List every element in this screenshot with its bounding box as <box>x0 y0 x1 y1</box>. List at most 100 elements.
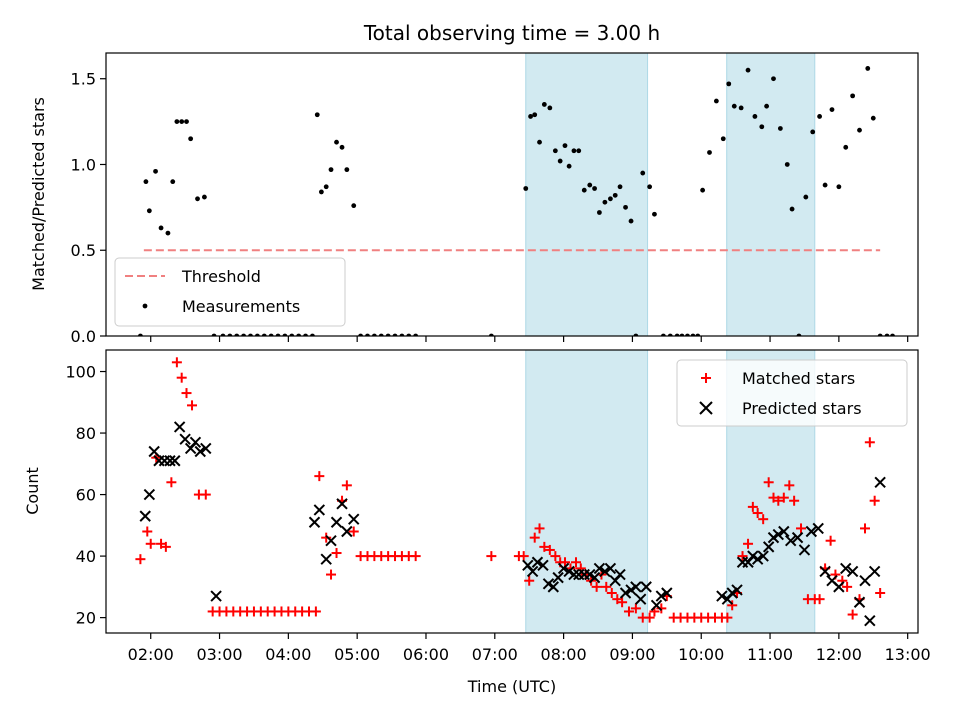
x-tick-label: 13:00 <box>885 645 931 664</box>
predicted-star-point <box>140 511 150 521</box>
shaded-interval <box>727 53 815 336</box>
measurement-point <box>597 210 602 215</box>
measurement-point <box>166 231 171 236</box>
y-tick-label: 60 <box>76 486 96 505</box>
matched-star-point <box>826 536 836 546</box>
measurement-point <box>315 112 320 117</box>
measurement-point <box>803 195 808 200</box>
chart: Total observing time = 3.00 h Time (UTC)… <box>0 0 960 720</box>
measurement-point <box>778 126 783 131</box>
x-tick-label: 10:00 <box>678 645 724 664</box>
measurement-point <box>147 208 152 213</box>
measurement-point <box>144 179 149 184</box>
matched-star-point <box>860 523 870 533</box>
measurement-point <box>592 186 597 191</box>
measurement-point <box>629 219 634 224</box>
measurement-point <box>170 179 175 184</box>
y-tick-label: 80 <box>76 424 96 443</box>
measurement-point <box>764 104 769 109</box>
x-axis-label: Time (UTC) <box>467 677 556 696</box>
measurement-point <box>732 104 737 109</box>
predicted-star-point <box>875 477 885 487</box>
predicted-star-point <box>321 554 331 564</box>
predicted-star-point <box>310 517 320 527</box>
matched-star-point <box>135 554 145 564</box>
x-tick-label: 09:00 <box>609 645 655 664</box>
measurement-point <box>153 169 158 174</box>
measurement-point <box>830 107 835 112</box>
measurement-point <box>553 148 558 153</box>
measurement-point <box>700 188 705 193</box>
y-tick-label: 40 <box>76 547 96 566</box>
predicted-star-point <box>870 566 880 576</box>
measurement-point <box>334 140 339 145</box>
measurement-point <box>329 167 334 172</box>
measurement-point <box>640 171 645 176</box>
measurement-point <box>647 184 652 189</box>
legend: Matched stars Predicted stars <box>677 360 907 426</box>
top-y-axis-label: Matched/Predicted stars <box>29 97 48 291</box>
measurement-point <box>523 186 528 191</box>
y-tick-label: 1.5 <box>71 70 96 89</box>
predicted-star-point <box>180 434 190 444</box>
matched-star-point <box>182 388 192 398</box>
predicted-star-point <box>332 517 342 527</box>
measurement-point <box>790 207 795 212</box>
predicted-star-point <box>860 576 870 586</box>
matched-star-point <box>187 400 197 410</box>
measurement-point <box>759 124 764 129</box>
legend-predicted-label: Predicted stars <box>742 399 862 418</box>
measurement-point <box>817 114 822 119</box>
matched-star-point <box>146 539 156 549</box>
x-tick-label: 05:00 <box>334 645 380 664</box>
measurement-point <box>753 114 758 119</box>
measurement-point <box>602 200 607 205</box>
measurement-point <box>351 203 356 208</box>
matched-star-point <box>177 373 187 383</box>
y-tick-label: 0.0 <box>71 327 96 346</box>
measurement-point <box>587 183 592 188</box>
matched-star-point <box>311 606 321 616</box>
measurement-point <box>836 184 841 189</box>
x-tick-label: 06:00 <box>403 645 449 664</box>
predicted-star-point <box>159 456 169 466</box>
legend: Threshold Measurements <box>115 258 345 326</box>
measurement-point <box>707 150 712 155</box>
measurement-point <box>184 119 189 124</box>
bottom-panel: 2040608010002:00 03:00 04:00 05:00 06:00 07:0… <box>65 350 930 664</box>
matched-star-point <box>870 496 880 506</box>
predicted-star-point <box>865 616 875 626</box>
x-tick-label: 12:00 <box>816 645 862 664</box>
measurement-point <box>195 196 200 201</box>
predicted-star-point <box>175 422 185 432</box>
predicted-star-point <box>314 505 324 515</box>
measurement-point <box>613 193 618 198</box>
measurement-point <box>871 116 876 121</box>
measurement-point <box>174 119 179 124</box>
matched-star-point <box>142 526 152 536</box>
measurement-point <box>542 102 547 107</box>
bottom-y-axis-label: Count <box>23 467 42 515</box>
measurement-point <box>618 184 623 189</box>
matched-star-point <box>326 570 336 580</box>
x-tick-label: 07:00 <box>472 645 518 664</box>
matched-star-point <box>875 588 885 598</box>
legend-matched-label: Matched stars <box>742 369 855 388</box>
measurement-point <box>823 183 828 188</box>
measurement-point <box>739 105 744 110</box>
measurement-point <box>771 76 776 81</box>
measurement-point <box>344 167 349 172</box>
y-tick-label: 0.5 <box>71 241 96 260</box>
matched-star-point <box>332 548 342 558</box>
x-tick-label: 08:00 <box>541 645 587 664</box>
measurement-point <box>532 112 537 117</box>
measurement-point <box>726 81 731 86</box>
measurement-point <box>810 129 815 134</box>
measurement-point <box>159 226 164 231</box>
x-tick-label: 03:00 <box>196 645 242 664</box>
measurement-point <box>547 105 552 110</box>
y-tick-label: 20 <box>76 609 96 628</box>
x-tick-label: 04:00 <box>265 645 311 664</box>
measurement-point <box>843 145 848 150</box>
measurement-point <box>857 128 862 133</box>
